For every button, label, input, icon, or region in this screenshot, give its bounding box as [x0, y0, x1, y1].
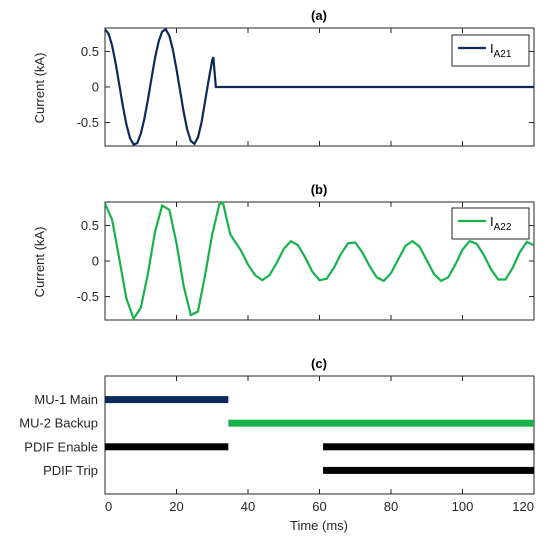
panel-b-legend-label: IA22: [490, 214, 512, 233]
panel-c-category-labels: MU-1 Main MU-2 Backup PDIF Enable PDIF Trip: [19, 392, 98, 478]
panel-a-title: (a): [311, 8, 327, 23]
panel-a-legend: IA21: [451, 34, 530, 67]
panel-c-x-tick-label: 60: [312, 499, 326, 514]
panel-c-x-tick-label: 40: [241, 499, 255, 514]
panel-b-x-ticks: [104, 202, 535, 320]
panel-b-legend: IA22: [451, 207, 530, 240]
panel-c-x-tick-label: 80: [384, 499, 398, 514]
timing-bar: [228, 419, 534, 427]
panel-c-x-tick-label: 100: [452, 499, 474, 514]
panel-b-title: (b): [311, 182, 328, 197]
panel-c-x-tick-label: 120: [512, 499, 534, 514]
panel-a-legend-box: [451, 34, 530, 67]
timing-bar: [105, 396, 229, 404]
panel-c-x-tick-label: 20: [169, 499, 183, 514]
panel-b-y-ticks: 0.5 0 -0.5: [77, 218, 534, 304]
panel-c-xlabel: Time (ms): [290, 518, 348, 533]
panel-a-ylabel: Current (kA): [32, 53, 47, 124]
series-line-ia21: [104, 27, 534, 146]
panel-b-legend-box: [451, 207, 530, 240]
category-label: MU-1 Main: [34, 392, 98, 407]
panel-c-x-ticks: 0 20 40 60 80 100 120: [104, 376, 535, 514]
panel-b-y-tick-label: -0.5: [77, 289, 99, 304]
category-label: PDIF Enable: [24, 439, 98, 454]
panel-a-y-tick-label: -0.5: [77, 115, 99, 130]
panel-a-y-ticks: 0.5 0 -0.5: [77, 44, 534, 130]
panel-a-y-tick-label: 0.5: [81, 44, 99, 59]
panel-b-ylabel: Current (kA): [32, 227, 47, 298]
panel-a: (a) Current (kA) 0.5 0 -0.5 IA21: [32, 8, 535, 147]
timing-bar: [105, 443, 229, 451]
panel-c-x-tick-label: 0: [105, 499, 112, 514]
category-label: PDIF Trip: [43, 463, 98, 478]
panel-b-y-tick-label: 0: [92, 254, 99, 269]
category-label: MU-2 Backup: [19, 416, 98, 431]
panel-c-bars: [105, 396, 534, 474]
series-line-ia22: [103, 201, 535, 322]
panel-a-y-tick-label: 0: [92, 80, 99, 95]
panel-a-legend-label: IA21: [490, 41, 512, 60]
timing-bar: [323, 443, 534, 451]
timing-bar: [323, 466, 534, 474]
panel-b: (b) Current (kA) 0.5 0 -0.5 IA22: [32, 182, 535, 322]
panel-c: (c) MU-1 Main MU-2 Backup PDIF Enable PDIF …: [19, 356, 535, 533]
panel-b-y-tick-label: 0.5: [81, 218, 99, 233]
panel-c-title: (c): [311, 356, 327, 371]
panel-c-plot-frame: [104, 375, 535, 495]
